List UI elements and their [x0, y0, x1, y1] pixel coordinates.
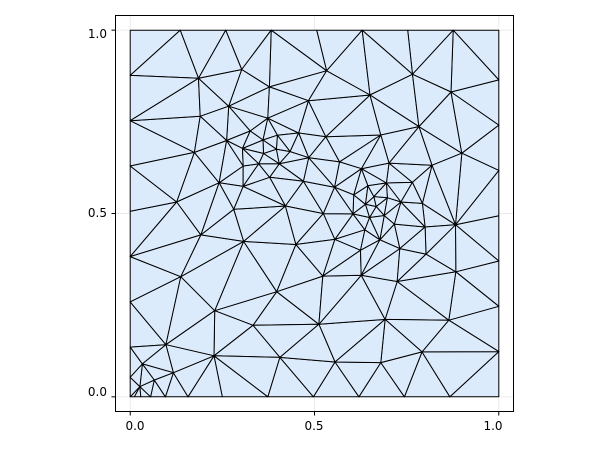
mesh-triangle-150 — [400, 181, 423, 204]
mesh-triangle-196 — [360, 239, 401, 276]
y-tick-label-2: 1.0 — [88, 27, 107, 41]
x-tick-label-0: 0.0 — [125, 419, 144, 433]
mesh-triangle-145 — [399, 226, 427, 255]
mesh-triangle-198 — [364, 217, 381, 241]
mesh-triangle-97 — [295, 238, 336, 277]
mesh-triangle-85 — [193, 115, 228, 153]
y-tick-label-0: 0.0 — [88, 385, 107, 399]
mesh-triangle-201 — [308, 157, 340, 188]
mesh-triangle-128 — [334, 318, 386, 364]
mesh-triangle-89 — [307, 70, 371, 102]
x-tick-label-1: 0.5 — [304, 419, 323, 433]
mesh-triangle-110 — [450, 91, 500, 154]
mesh-triangle-173 — [242, 147, 260, 167]
mesh-triangle-191 — [141, 363, 174, 381]
mesh-triangle-68 — [360, 134, 390, 170]
x-tick-label-2: 1.0 — [483, 419, 502, 433]
mesh-triangle-134 — [279, 323, 336, 363]
mesh-triangle-205 — [278, 151, 310, 165]
mesh-triangle-185 — [129, 363, 143, 388]
mesh-triangle-113 — [412, 73, 452, 128]
mesh-triangle-210 — [373, 196, 388, 207]
mesh-triangle-167 — [242, 130, 264, 149]
mesh-triangle-91 — [267, 100, 309, 134]
mesh-triangle-152 — [383, 197, 402, 217]
mesh-triangle-178 — [198, 29, 243, 79]
axis-ticks — [111, 29, 500, 416]
triangle-mesh — [129, 29, 500, 398]
mesh-triangle-103 — [200, 182, 235, 236]
y-tick-label-1: 0.5 — [88, 206, 107, 220]
